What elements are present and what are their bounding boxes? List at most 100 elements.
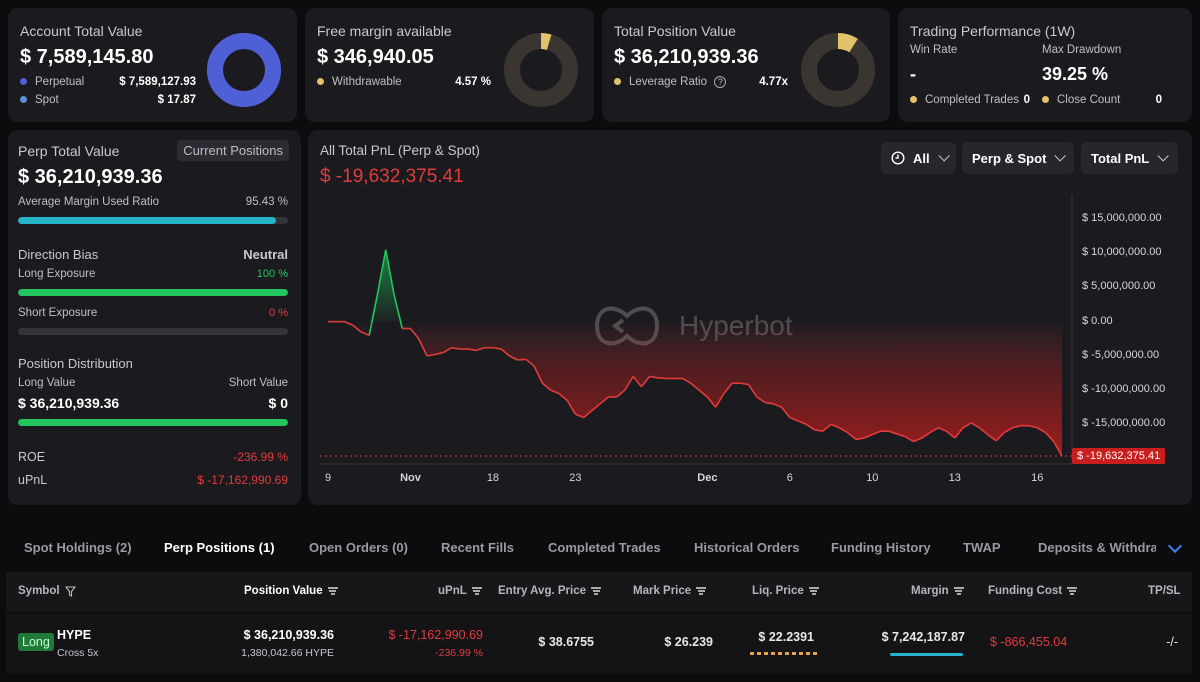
position-donut-arc	[801, 33, 875, 107]
header-mark-label: Mark Price	[633, 585, 692, 597]
header-margin-label: Margin	[911, 585, 949, 597]
metric-filter-label: Total PnL	[1091, 150, 1150, 166]
tab-perp-positions-1[interactable]: Perp Positions (1)	[164, 540, 275, 555]
completed-trades-row: Completed Trades 0	[910, 94, 1030, 106]
x-tick-label: 23	[569, 472, 582, 484]
header-upnl-label: uPnL	[438, 585, 467, 597]
account-total-card: Account Total Value $ 7,589,145.80 Perpe…	[8, 8, 297, 122]
upnl-pct-cell: -236.99 %	[435, 647, 483, 659]
bias-row: Direction Bias Neutral	[18, 247, 288, 262]
x-tick-label: Dec	[697, 472, 718, 484]
tab-twap[interactable]: TWAP	[963, 540, 1001, 555]
spot-row: Spot $ 17.87	[20, 94, 196, 106]
drawdown-value: 39.25 %	[1042, 64, 1109, 84]
x-tick-label: 9	[324, 472, 332, 484]
distribution-values: $ 36,210,939.36 $ 0	[18, 395, 288, 411]
chevron-down-icon	[1157, 150, 1170, 162]
leverage-dot	[614, 78, 621, 86]
short-exposure-bar	[18, 328, 288, 335]
close-dot	[1042, 96, 1049, 104]
header-tpsl-label: TP/SL	[1148, 585, 1181, 597]
y-tick-label: $ 15,000,000.00	[1082, 211, 1162, 224]
liq-price-cell: $ 22.2391	[758, 630, 814, 644]
performance-title: Trading Performance (1W)	[910, 23, 1076, 39]
margin-bar	[890, 653, 963, 656]
sort-icon	[953, 587, 964, 595]
position-donut	[801, 33, 875, 107]
header-symbol-label: Symbol	[18, 585, 60, 597]
table-row[interactable]: Long HYPE Cross 5x $ 36,210,939.36 1,380…	[6, 614, 1192, 674]
market-filter-dropdown[interactable]: Perp & Spot	[962, 142, 1074, 174]
free-margin-title: Free margin available	[317, 23, 452, 39]
free-margin-value: $ 346,940.05	[317, 46, 434, 68]
spot-label: Spot	[35, 94, 59, 106]
total-position-title: Total Position Value	[614, 23, 736, 39]
metric-filter-dropdown[interactable]: Total PnL	[1081, 142, 1178, 174]
long-exposure-label: Long Exposure	[18, 268, 96, 280]
long-value: $ 36,210,939.36	[18, 395, 120, 411]
tab-recent-fills[interactable]: Recent Fills	[441, 540, 514, 555]
tab-completed-trades[interactable]: Completed Trades	[548, 540, 661, 555]
close-value: 0	[1155, 94, 1162, 106]
short-exposure-value: 0 %	[269, 307, 288, 319]
watermark-text: Hyperbot	[679, 310, 793, 341]
help-icon[interactable]: ?	[714, 76, 727, 88]
completed-dot	[910, 96, 917, 104]
leverage-value: 4.77x	[759, 76, 788, 88]
short-exposure-label: Short Exposure	[18, 307, 98, 319]
header-margin[interactable]: Margin	[911, 585, 964, 597]
distribution-labels: Long Value Short Value	[18, 377, 288, 389]
position-size: 1,380,042.66 HYPE	[241, 647, 334, 659]
filter-icon[interactable]	[64, 585, 76, 597]
clock-icon	[891, 151, 905, 165]
y-tick-label: $ -10,000,000.00	[1082, 383, 1166, 396]
tab-open-orders-0[interactable]: Open Orders (0)	[309, 540, 408, 555]
header-mark-price[interactable]: Mark Price	[633, 585, 707, 597]
header-position-value[interactable]: Position Value	[244, 585, 338, 597]
perp-row: Perpetual $ 7,589,127.93	[20, 76, 196, 88]
y-tick-label: $ -15,000,000.00	[1082, 417, 1166, 430]
sort-icon	[808, 587, 819, 595]
sort-icon	[696, 587, 707, 595]
long-exposure-fill	[18, 289, 288, 296]
roe-label: ROE	[18, 450, 46, 464]
close-label: Close Count	[1057, 94, 1121, 106]
header-position-value-label: Position Value	[244, 585, 323, 597]
long-exposure-row: Long Exposure 100 %	[18, 268, 288, 280]
header-symbol[interactable]: Symbol	[18, 585, 76, 597]
completed-label: Completed Trades	[925, 94, 1019, 106]
coin-name[interactable]: HYPE	[57, 628, 92, 642]
pnl-value: $ -19,632,375.41	[320, 166, 464, 187]
margin-ratio-value: 95.43 %	[245, 196, 288, 208]
tab-spot-holdings-2[interactable]: Spot Holdings (2)	[24, 540, 132, 555]
sort-icon	[1067, 587, 1078, 595]
close-count-row: Close Count 0	[1042, 94, 1162, 106]
account-donut-arc	[207, 33, 281, 107]
header-tpsl: TP/SL	[1148, 585, 1181, 597]
sort-icon	[471, 587, 482, 595]
header-liq-price[interactable]: Liq. Price	[752, 585, 819, 597]
withdrawable-label: Withdrawable	[332, 76, 402, 88]
market-filter-label: Perp & Spot	[972, 150, 1047, 166]
tab-funding-history[interactable]: Funding History	[831, 540, 931, 555]
distribution-fill	[18, 419, 288, 426]
tabs-expand-icon[interactable]	[1167, 538, 1183, 554]
tab-historical-orders[interactable]: Historical Orders	[694, 540, 800, 555]
time-filter-dropdown[interactable]: All	[881, 142, 956, 174]
account-total-value: $ 7,589,145.80	[20, 46, 154, 68]
header-funding-cost[interactable]: Funding Cost	[988, 585, 1078, 597]
header-entry-price[interactable]: Entry Avg. Price	[498, 585, 601, 597]
roe-row: ROE -236.99 %	[18, 450, 288, 464]
upnl-row: uPnL $ -17,162,990.69	[18, 473, 288, 487]
spot-value: $ 17.87	[157, 94, 196, 106]
header-upnl[interactable]: uPnL	[438, 585, 482, 597]
total-position-card: Total Position Value $ 36,210,939.36 Lev…	[602, 8, 890, 122]
bias-value: Neutral	[243, 247, 288, 262]
tab-deposits-withdraw[interactable]: Deposits & Withdraw	[1038, 540, 1156, 555]
current-positions-badge[interactable]: Current Positions	[177, 140, 289, 161]
perp-title: Perp Total Value	[18, 143, 120, 159]
tpsl-cell[interactable]: -/-	[1166, 635, 1178, 649]
header-funding-label: Funding Cost	[988, 585, 1063, 597]
withdrawable-value: 4.57 %	[455, 76, 491, 88]
y-tick-label: $ 5,000,000.00	[1082, 280, 1156, 293]
